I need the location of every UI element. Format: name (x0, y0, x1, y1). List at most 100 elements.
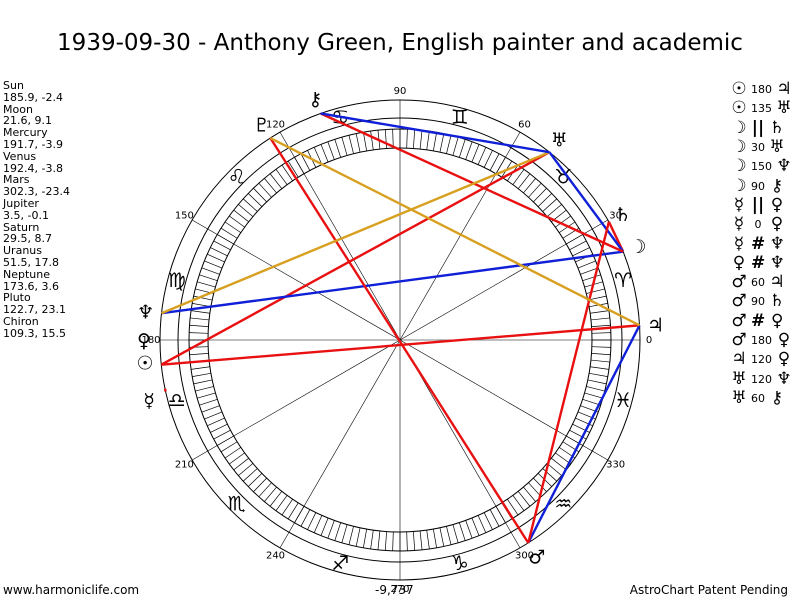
aspect-row: ☉ 180 ♃ (731, 80, 799, 99)
tick-mark (204, 260, 223, 269)
tick-mark (229, 215, 245, 228)
tick-mark (190, 317, 210, 321)
degree-label: 90 (394, 86, 407, 97)
planet-glyph: ♃ (647, 314, 664, 336)
tick-mark (258, 482, 272, 498)
aspect-planet-2: ♄ (769, 117, 785, 138)
tick-mark (580, 267, 599, 275)
tick-mark (555, 215, 571, 228)
tick-mark (210, 423, 228, 433)
aspect-planet-1: ♂ (731, 330, 747, 350)
tick-mark (582, 398, 601, 406)
chart-title: 1939-09-30 - Anthony Green, English pain… (57, 30, 743, 56)
tick-mark (269, 491, 283, 507)
planet-glyph: ♇ (253, 115, 270, 137)
tick-mark (392, 129, 394, 149)
planet-name: Neptune (3, 267, 51, 281)
degree-label: 30 (609, 211, 622, 222)
aspect-line (160, 151, 550, 366)
tick-mark (483, 150, 493, 168)
tick-mark (189, 353, 209, 356)
tick-mark (191, 366, 210, 370)
zodiac-sign: ♍ (168, 268, 186, 292)
tick-mark (320, 144, 329, 163)
tick-mark (392, 531, 394, 551)
tick-mark (213, 240, 231, 251)
planet-coords: 29.5, 8.7 (3, 232, 52, 246)
aspect-row: ☽ || ♄ (731, 119, 799, 138)
tick-mark (220, 441, 238, 453)
aspect-planet-2: ♄ (769, 291, 785, 312)
planet-coords: 173.6, 3.6 (3, 279, 59, 293)
house-spoke (399, 219, 608, 341)
tick-mark (197, 392, 216, 399)
tick-mark (193, 295, 213, 301)
tick-mark (590, 366, 609, 370)
tick-mark (569, 429, 587, 440)
planet-glyph: ♅ (551, 130, 568, 152)
tick-mark (590, 310, 609, 314)
tick-mark (483, 512, 493, 530)
tick-mark (384, 531, 387, 551)
tick-mark (242, 468, 258, 482)
aspect-planet-2: ⚷ (770, 175, 784, 196)
aspect-row: ☽ 30 ♅ (731, 138, 799, 157)
aspect-planet-1: ☿ (733, 233, 745, 254)
aspect-line (161, 324, 640, 366)
tick-mark (320, 517, 329, 536)
planet-glyph: ☿ (143, 390, 155, 412)
tick-mark (458, 139, 466, 158)
tick-mark (229, 452, 245, 465)
planet-glyph: ♀ (137, 330, 151, 352)
aspect-row: ☽ 90 ⚷ (731, 176, 799, 195)
tick-mark (528, 182, 542, 198)
planet-coords: 109.3, 15.5 (3, 326, 66, 340)
aspect-type: # (751, 233, 766, 254)
zodiac-sign: ♉ (554, 165, 572, 189)
tick-mark (517, 491, 531, 507)
degree-label: 120 (266, 119, 285, 130)
planet-coords: 122.7, 23.1 (3, 303, 66, 317)
aspect-planet-2: ♆ (776, 368, 792, 389)
tick-mark (572, 247, 590, 257)
tick-mark (419, 130, 423, 150)
tick-mark (512, 495, 525, 511)
planet-name: Jupiter (3, 196, 39, 210)
tick-mark (489, 153, 500, 171)
planet-glyph: ♄ (614, 204, 631, 226)
website-link[interactable]: www.harmoniclife.com (3, 583, 140, 597)
tick-mark (197, 281, 216, 288)
aspect-planet-2: ♃ (776, 79, 792, 100)
planet-name: Sun (3, 79, 24, 92)
aspect-planet-1: ☽ (731, 137, 747, 158)
tick-mark (591, 353, 611, 356)
tick-mark (432, 132, 437, 151)
tick-mark (582, 274, 601, 282)
planet-name: Chiron (3, 314, 39, 328)
planet-name: Uranus (3, 244, 42, 258)
zodiac-sign: ♒ (554, 491, 572, 515)
aspect-line (269, 136, 641, 327)
house-spoke (399, 339, 608, 461)
tick-mark (195, 386, 214, 392)
tick-mark (247, 473, 263, 487)
aspect-planet-2: ♅ (769, 137, 785, 158)
tick-mark (193, 379, 213, 385)
aspect-line (527, 221, 611, 544)
aspect-line (320, 112, 550, 154)
degree-ticks (189, 129, 611, 551)
tick-mark (224, 447, 242, 459)
aspect-row: ♅ 120 ♆ (731, 369, 799, 388)
tick-mark (313, 147, 323, 165)
tick-mark (307, 512, 317, 530)
aspect-type: 90 (751, 295, 765, 309)
tick-mark (546, 204, 562, 217)
aspect-planet-2: ♀ (777, 349, 791, 370)
tick-mark (551, 457, 567, 471)
aspect-row: ♀ # ♆ (731, 254, 799, 273)
degree-label: 300 (515, 551, 534, 562)
aspect-row: ♃ 120 ♀ (731, 350, 799, 369)
zodiac-sign: ♏ (228, 491, 246, 515)
tick-mark (458, 522, 466, 541)
tick-mark (210, 247, 228, 257)
